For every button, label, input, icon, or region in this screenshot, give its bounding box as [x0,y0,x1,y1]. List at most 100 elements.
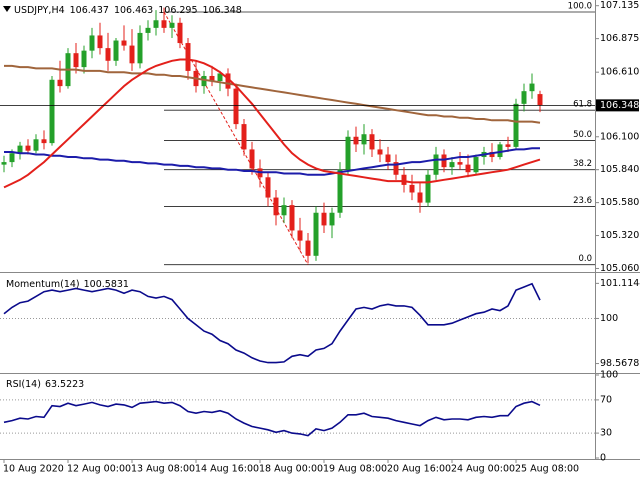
candle-body [233,88,239,125]
candle-body [401,174,407,185]
candle-body [433,154,439,175]
candle-body [393,162,399,175]
candle-body [177,22,183,44]
fib-label: 0.0 [578,254,592,264]
candle-body [369,134,375,150]
fib-label: 100.0 [568,2,592,12]
y-tick-label: 101.1144 [600,278,640,289]
x-tick-label: 20 Aug 16:00 [387,464,451,475]
candle-body [97,35,103,49]
candle-body [345,136,351,170]
y-tick-label: 106.875 [600,33,639,44]
candle-body [289,205,295,231]
candle-body [201,75,207,87]
candle-body [89,35,95,51]
candle-body [281,205,287,216]
candle-body [129,45,135,64]
ohlc-value: 106.437 [70,5,109,16]
candle-body [473,157,479,173]
y-tick-label: 105.840 [600,164,639,175]
candle-body [105,48,111,61]
candle-body [505,144,511,147]
y-tick-label: 105.320 [600,230,639,241]
candle-body [361,134,367,145]
candle-body [49,79,55,144]
x-tick-label: 12 Aug 00:00 [67,464,131,475]
candle-body [241,124,247,150]
candle-body [521,91,527,104]
y-tick-label: 105.060 [600,263,639,274]
ohlc-value: 106.463 [114,5,153,16]
candle-body [377,149,383,155]
indicator-value: 63.5223 [45,379,84,390]
candle-body [425,174,431,203]
collapse-icon [3,6,11,12]
y-tick-label: 106.100 [600,131,639,142]
candle-body [385,154,391,163]
ohlc-value: 106.295 [158,5,197,16]
candle-body [209,75,215,82]
indicator-title: RSI(14) 63.5223 [6,379,84,390]
candle-body [329,212,335,226]
candle-body [297,230,303,241]
y-tick-label: 107.135 [600,0,639,11]
x-tick-label: 25 Aug 08:00 [515,464,579,475]
candle-body [73,53,79,68]
ohlc-value: 106.348 [203,5,242,16]
moving-average [4,64,541,124]
last-price-box [596,99,639,112]
candle-body [529,83,535,92]
candle-body [513,103,519,147]
candle-body [321,212,327,226]
candle-body [9,153,15,163]
candle-body [265,177,271,198]
panel-frame [0,0,640,460]
candle-body [449,162,455,168]
candle-body [337,169,343,213]
candle-body [137,32,143,64]
candle-body [465,164,471,173]
candle-body [225,73,231,89]
candle-body [417,192,423,203]
candle-body [313,212,319,256]
candle-body [41,139,47,144]
candle-body [121,40,127,46]
chart-header: USDJPY,H4 106.437 106.463 106.295 106.348 [14,5,242,16]
candle-body [249,149,255,169]
x-tick-label: 24 Aug 00:00 [451,464,515,475]
y-tick-label: 70 [600,394,612,405]
indicator-name: RSI(14) [6,379,41,390]
candle-body [17,145,23,154]
fib-label: 23.6 [573,196,592,206]
y-tick-label: 98.5678 [600,358,639,369]
y-tick-label: 0 [600,453,606,464]
y-tick-label: 30 [600,428,612,439]
candle-body [1,162,7,165]
candle-body [441,154,447,168]
y-tick-label: 100 [600,313,618,324]
candle-body [161,20,167,28]
candle-body [33,139,39,151]
indicator-line [3,400,541,437]
y-tick-label: 100 [600,370,618,381]
candle-body [489,151,495,158]
fib-label: 61.8 [573,100,592,110]
moving-average [3,58,541,189]
candle-body [81,50,87,68]
x-tick-label: 18 Aug 00:00 [259,464,323,475]
x-tick-label: 10 Aug 2020 [3,464,64,475]
candle-body [25,145,31,151]
indicator-title: Momentum(14) 100.5831 [6,279,129,290]
fib-label: 50.0 [573,130,592,140]
candle-body [185,43,191,71]
candle-body [305,240,311,256]
candle-body [497,144,503,158]
x-tick-label: 14 Aug 16:00 [195,464,259,475]
y-tick-label: 105.580 [600,197,639,208]
candle-body [217,73,223,82]
candle-body [169,22,175,28]
symbol-title: USDJPY,H4 [14,5,65,16]
candle-body [273,197,279,216]
